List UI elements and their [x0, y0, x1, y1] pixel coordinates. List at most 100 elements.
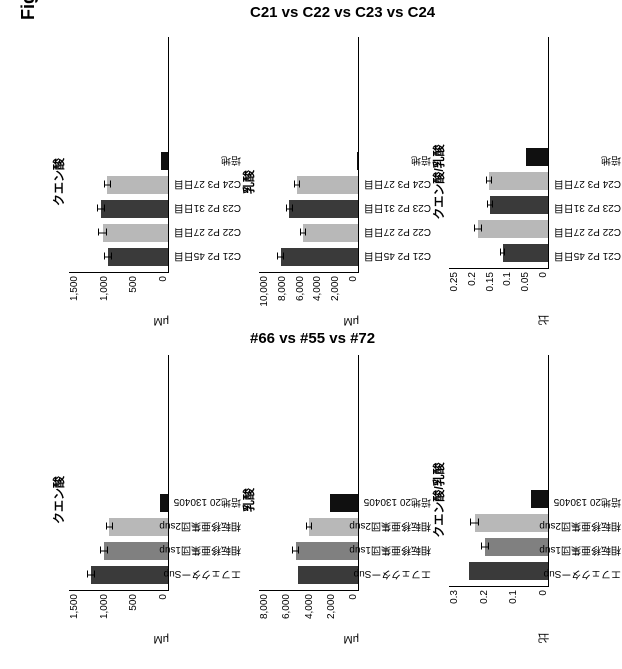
- x-label: C22 P2 27日目: [551, 223, 621, 241]
- error-bar: [87, 575, 95, 576]
- x-label: C22 P2 27日目: [361, 223, 431, 241]
- x-label: 培地: [551, 151, 621, 169]
- bar: [298, 566, 358, 584]
- x-label: C24 P3 27日目: [551, 175, 621, 193]
- bars-area: [69, 355, 169, 591]
- x-label: 培地: [171, 151, 241, 169]
- y-tick: 6,000: [295, 276, 306, 301]
- error-bar: [486, 181, 492, 182]
- error-bar: [487, 205, 493, 206]
- chart-rotated: クエン酸μM1,5001,0005000C21 P2 45日目C22 P2 27…: [50, 37, 226, 327]
- y-tick: 2,000: [326, 594, 337, 619]
- chart-cell: クエン酸/乳酸比0.250.20.150.10.050C21 P2 45日目C2…: [426, 32, 608, 332]
- chart-plot: 比0.250.20.150.10.050: [449, 37, 549, 327]
- error-bar: [100, 551, 108, 552]
- bars-area: [259, 37, 359, 273]
- chart-cell: 乳酸μM8,0006,0004,0002,0000エフェクターSup相転移亜集団…: [236, 350, 418, 650]
- y-tick: 8,000: [277, 276, 288, 301]
- y-tick: 0: [348, 276, 359, 282]
- bars-area: [69, 37, 169, 273]
- bar: [303, 224, 358, 242]
- x-label: C23 P2 31日目: [361, 199, 431, 217]
- y-axis-label: μM: [69, 315, 169, 327]
- y-tick: 1,500: [69, 276, 80, 301]
- y-axis-label: 比: [449, 311, 549, 327]
- bar: [103, 224, 168, 242]
- chart-rotated: 乳酸μM10,0008,0006,0004,0002,0000C21 P2 45…: [240, 37, 416, 327]
- y-tick: 0.15: [485, 272, 496, 291]
- y-axis-label: μM: [259, 315, 359, 327]
- bar: [297, 176, 358, 194]
- error-bar: [98, 233, 107, 234]
- x-label: 相転移亜集団1sup: [361, 541, 431, 559]
- x-label: 相転移亜集団2sup: [171, 517, 241, 535]
- chart-rotated: 乳酸μM8,0006,0004,0002,0000エフェクターSup相転移亜集団…: [240, 355, 416, 645]
- x-label: 相転移亜集団2sup: [551, 517, 621, 535]
- x-label: エフェクターSup: [171, 565, 241, 583]
- error-bar: [470, 523, 479, 524]
- y-tick: 1,000: [99, 276, 110, 301]
- y-tick: 0.05: [520, 272, 531, 291]
- chart-cell: クエン酸μM1,5001,0005000エフェクターSup相転移亜集団1sup相…: [46, 350, 228, 650]
- bar: [478, 220, 548, 238]
- bar: [289, 200, 358, 218]
- error-bar: [500, 253, 505, 254]
- chart-title: クエン酸: [50, 355, 67, 645]
- y-tick: 4,000: [304, 594, 315, 619]
- bar: [107, 176, 168, 194]
- y-tick: 500: [128, 594, 139, 611]
- chart-plot: μM10,0008,0006,0004,0002,0000: [259, 37, 359, 327]
- y-tick: 0.25: [449, 272, 460, 291]
- y-tick: 0: [158, 276, 169, 282]
- x-label: C22 P2 27日目: [171, 223, 241, 241]
- y-axis-label: μM: [69, 633, 169, 645]
- error-bar: [286, 209, 292, 210]
- error-bar: [277, 257, 284, 258]
- chart-cell: 乳酸μM10,0008,0006,0004,0002,0000C21 P2 45…: [236, 32, 418, 332]
- chart-rotated: クエン酸μM1,5001,0005000エフェクターSup相転移亜集団1sup相…: [50, 355, 226, 645]
- y-axis-ticks: 1,5001,0005000: [69, 591, 169, 633]
- chart-row-top: クエン酸μM1,5001,0005000C21 P2 45日目C22 P2 27…: [46, 32, 608, 332]
- chart-title: クエン酸: [50, 37, 67, 327]
- chart-row-bottom: クエン酸μM1,5001,0005000エフェクターSup相転移亜集団1sup相…: [46, 350, 608, 650]
- y-tick: 0.1: [502, 272, 513, 286]
- y-tick: 0: [538, 272, 549, 278]
- x-label: エフェクターSup: [361, 565, 431, 583]
- chart-plot: μM8,0006,0004,0002,0000: [259, 355, 359, 645]
- y-tick: 6,000: [281, 594, 292, 619]
- y-axis-label: 比: [449, 629, 549, 645]
- x-label: C24 P3 27日目: [171, 175, 241, 193]
- chart-rotated: クエン酸/乳酸比0.30.20.10エフェクターSup相転移亜集団1sup相転移…: [430, 355, 606, 645]
- chart-title: クエン酸/乳酸: [430, 355, 447, 645]
- x-label: 培地20 130405: [361, 493, 431, 511]
- bar: [101, 200, 168, 218]
- y-tick: 0: [538, 590, 549, 596]
- chart-title: 乳酸: [240, 355, 257, 645]
- bar: [490, 196, 548, 214]
- error-bar: [294, 185, 300, 186]
- bar: [475, 514, 549, 532]
- chart-plot: μM 1,500 1,000 500 0: [69, 37, 169, 327]
- error-bar: [300, 233, 306, 234]
- y-axis-ticks: 8,0006,0004,0002,0000: [259, 591, 359, 633]
- bar: [160, 494, 168, 512]
- x-label: 相転移亜集団1sup: [171, 541, 241, 559]
- y-tick: 500: [128, 276, 139, 293]
- x-label: C23 P2 31日目: [551, 199, 621, 217]
- error-bar: [474, 229, 482, 230]
- bars-area: [449, 37, 549, 269]
- x-axis-labels: C21 P2 45日目 C22 P2 27日目 C23 P2 31日目 C24 P3 …: [361, 37, 431, 265]
- x-axis-labels: エフェクターSup相転移亜集団1sup相転移亜集団2sup培地20 130405: [551, 355, 621, 583]
- chart-title: クエン酸/乳酸: [430, 37, 447, 327]
- chart-plot: μM1,5001,0005000: [69, 355, 169, 645]
- figure-label: Fig.28-H: [18, 0, 39, 20]
- bar: [357, 152, 358, 170]
- chart-grid: クエン酸μM1,5001,0005000C21 P2 45日目C22 P2 27…: [46, 32, 608, 650]
- x-axis-labels: エフェクターSup相転移亜集団1sup相転移亜集団2sup培地20 130405: [171, 355, 241, 583]
- x-label: C24 P3 27日目: [361, 175, 431, 193]
- x-axis-labels: C21 P2 45日目C22 P2 27日目C23 P2 31日目C24 P3 …: [551, 37, 621, 265]
- error-bar: [106, 527, 113, 528]
- bar: [91, 566, 168, 584]
- bar: [108, 248, 168, 266]
- x-label: C21 P2 45日目: [361, 247, 431, 265]
